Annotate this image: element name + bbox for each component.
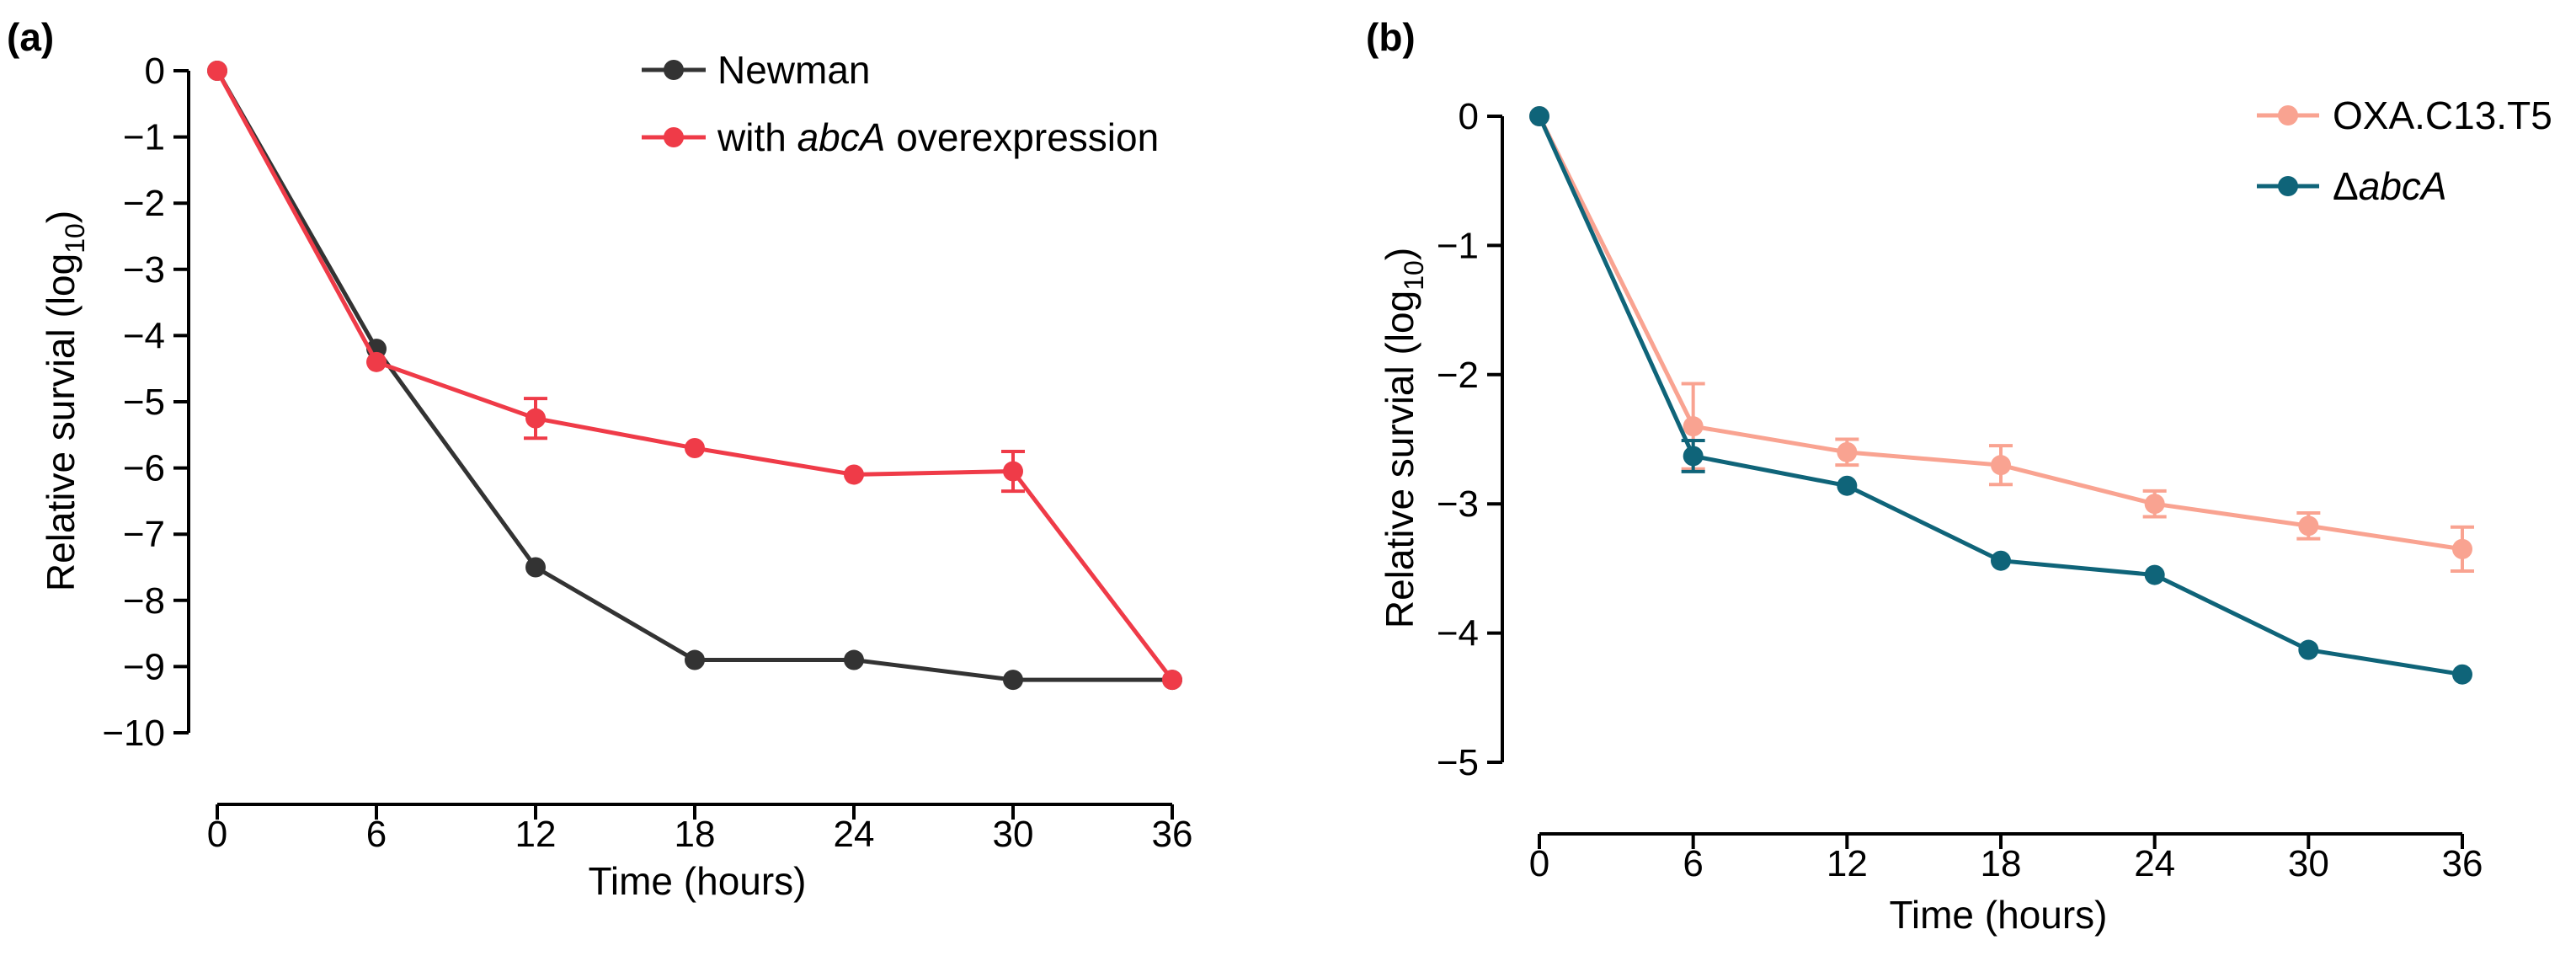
x-tick-label: 0 — [207, 814, 227, 855]
legend-label: Newman — [717, 48, 871, 92]
data-point — [2452, 538, 2472, 559]
data-point — [1837, 475, 1858, 496]
legend-label: ΔabcA — [2333, 164, 2447, 208]
y-tick-label: −2 — [1437, 355, 1479, 396]
data-point — [366, 351, 387, 372]
series-line — [215, 69, 1174, 681]
panel-b-series — [1529, 106, 2474, 685]
data-point — [2298, 639, 2319, 660]
legend-label: OXA.C13.T5 — [2333, 93, 2552, 137]
panel-b-legend: OXA.C13.T5 ΔabcA — [2257, 93, 2552, 208]
x-tick-label: 30 — [2288, 843, 2329, 884]
x-tick-label: 6 — [366, 814, 387, 855]
legend-item-abca-overexpression: with abcA overexpression — [642, 115, 1159, 159]
panel-a: (a) 0 −1 −2 −3 −4 −5 −6 −7 −8 −9 −10 0 6 12 18 24 30 36 T… — [7, 15, 1192, 903]
data-point — [525, 557, 546, 578]
y-tick-label: −1 — [1437, 225, 1479, 266]
data-point — [685, 649, 705, 670]
data-point — [844, 464, 864, 485]
data-point — [2144, 564, 2165, 585]
data-point — [1991, 550, 2011, 571]
y-tick-label: −1 — [123, 117, 165, 158]
panel-a-y-axis-title: Relative survial (log10) — [39, 211, 90, 591]
y-tick-label: −7 — [123, 514, 165, 555]
y-tick-label: −2 — [123, 183, 165, 224]
legend-marker — [2278, 105, 2298, 126]
y-tick-label: 0 — [145, 51, 165, 92]
x-tick-label: 36 — [1152, 814, 1193, 855]
y-tick-label: −3 — [1437, 483, 1479, 525]
panel-b-ticks: 0 −1 −2 −3 −4 −5 0 6 12 18 24 30 36 — [1437, 96, 2483, 884]
panel-b-label: (b) — [1366, 15, 1416, 59]
x-tick-label: 18 — [1981, 843, 2022, 884]
data-point — [2298, 515, 2319, 537]
x-tick-label: 36 — [2442, 843, 2483, 884]
x-tick-label: 12 — [1827, 843, 1868, 884]
data-point — [1683, 446, 1704, 467]
data-point — [685, 438, 705, 459]
data-point — [2144, 494, 2165, 515]
legend-label: with abcA overexpression — [717, 115, 1159, 159]
series-1 — [1529, 106, 2472, 685]
data-point — [525, 408, 546, 429]
panel-b: (b) 0 −1 −2 −3 −4 −5 0 6 12 18 24 30 36 Time (hours)… — [1366, 15, 2552, 937]
panel-a-label: (a) — [7, 15, 54, 59]
data-point — [2452, 664, 2472, 685]
legend-item-oxa-c13-t5: OXA.C13.T5 — [2257, 93, 2552, 137]
data-point — [207, 61, 227, 81]
legend-marker — [664, 60, 684, 80]
panel-b-axes — [1501, 116, 2462, 836]
y-tick-label: 0 — [1459, 96, 1479, 137]
legend-item-delta-abca: ΔabcA — [2257, 164, 2447, 208]
x-tick-label: 0 — [1529, 843, 1549, 884]
x-tick-label: 6 — [1683, 843, 1703, 884]
panel-a-axes — [187, 71, 1172, 806]
data-point — [1529, 106, 1549, 126]
panel-a-ticks: 0 −1 −2 −3 −4 −5 −6 −7 −8 −9 −10 0 6 12 18 24 30 36 — [102, 51, 1192, 855]
y-tick-label: −4 — [123, 315, 165, 356]
x-tick-label: 30 — [993, 814, 1034, 855]
data-point — [1162, 670, 1182, 691]
x-tick-label: 24 — [834, 814, 875, 855]
legend-marker — [664, 127, 684, 147]
panel-a-x-axis-title: Time (hours) — [589, 859, 807, 903]
series-1 — [207, 61, 1182, 691]
y-tick-label: −4 — [1437, 613, 1479, 654]
data-point — [1003, 670, 1023, 691]
y-tick-label: −5 — [1437, 742, 1479, 783]
series-line — [215, 69, 1172, 682]
panel-b-x-axis-title: Time (hours) — [1890, 893, 2108, 937]
y-tick-label: −6 — [123, 448, 165, 489]
y-tick-label: −3 — [123, 249, 165, 291]
data-point — [1837, 441, 1858, 462]
data-point — [844, 649, 864, 670]
legend-item-newman: Newman — [642, 48, 871, 92]
x-tick-label: 18 — [675, 814, 716, 855]
x-tick-label: 12 — [515, 814, 557, 855]
panel-b-y-axis-title: Relative survial (log10) — [1378, 248, 1429, 628]
x-tick-label: 24 — [2134, 843, 2175, 884]
y-tick-label: −8 — [123, 580, 165, 622]
y-tick-label: −5 — [123, 382, 165, 423]
panel-a-series — [207, 61, 1182, 691]
data-point — [1683, 416, 1704, 437]
data-point — [1003, 461, 1023, 482]
y-tick-label: −9 — [123, 646, 165, 687]
legend-marker — [2278, 176, 2298, 196]
y-tick-label: −10 — [102, 713, 165, 754]
data-point — [1991, 455, 2011, 476]
panel-a-legend: Newman with abcA overexpression — [642, 48, 1159, 159]
